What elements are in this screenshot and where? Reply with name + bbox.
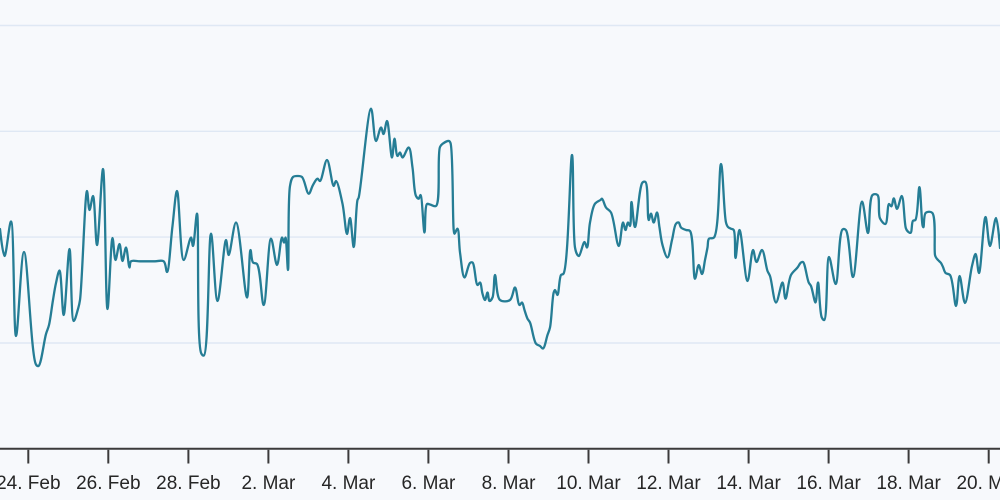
svg-text:18. Mar: 18. Mar xyxy=(876,473,941,494)
svg-text:2. Mar: 2. Mar xyxy=(241,473,296,494)
svg-text:4. Mar: 4. Mar xyxy=(321,473,376,494)
svg-text:16. Mar: 16. Mar xyxy=(796,473,861,494)
svg-text:12. Mar: 12. Mar xyxy=(636,473,701,494)
svg-text:6. Mar: 6. Mar xyxy=(401,473,456,494)
svg-text:8. Mar: 8. Mar xyxy=(482,473,537,494)
svg-text:14. Mar: 14. Mar xyxy=(716,473,781,494)
svg-text:10. Mar: 10. Mar xyxy=(556,473,621,494)
svg-text:28. Feb: 28. Feb xyxy=(156,473,220,494)
svg-text:20. Mar: 20. Mar xyxy=(956,473,1000,494)
svg-text:24. Feb: 24. Feb xyxy=(0,473,61,494)
svg-text:26. Feb: 26. Feb xyxy=(76,473,140,494)
